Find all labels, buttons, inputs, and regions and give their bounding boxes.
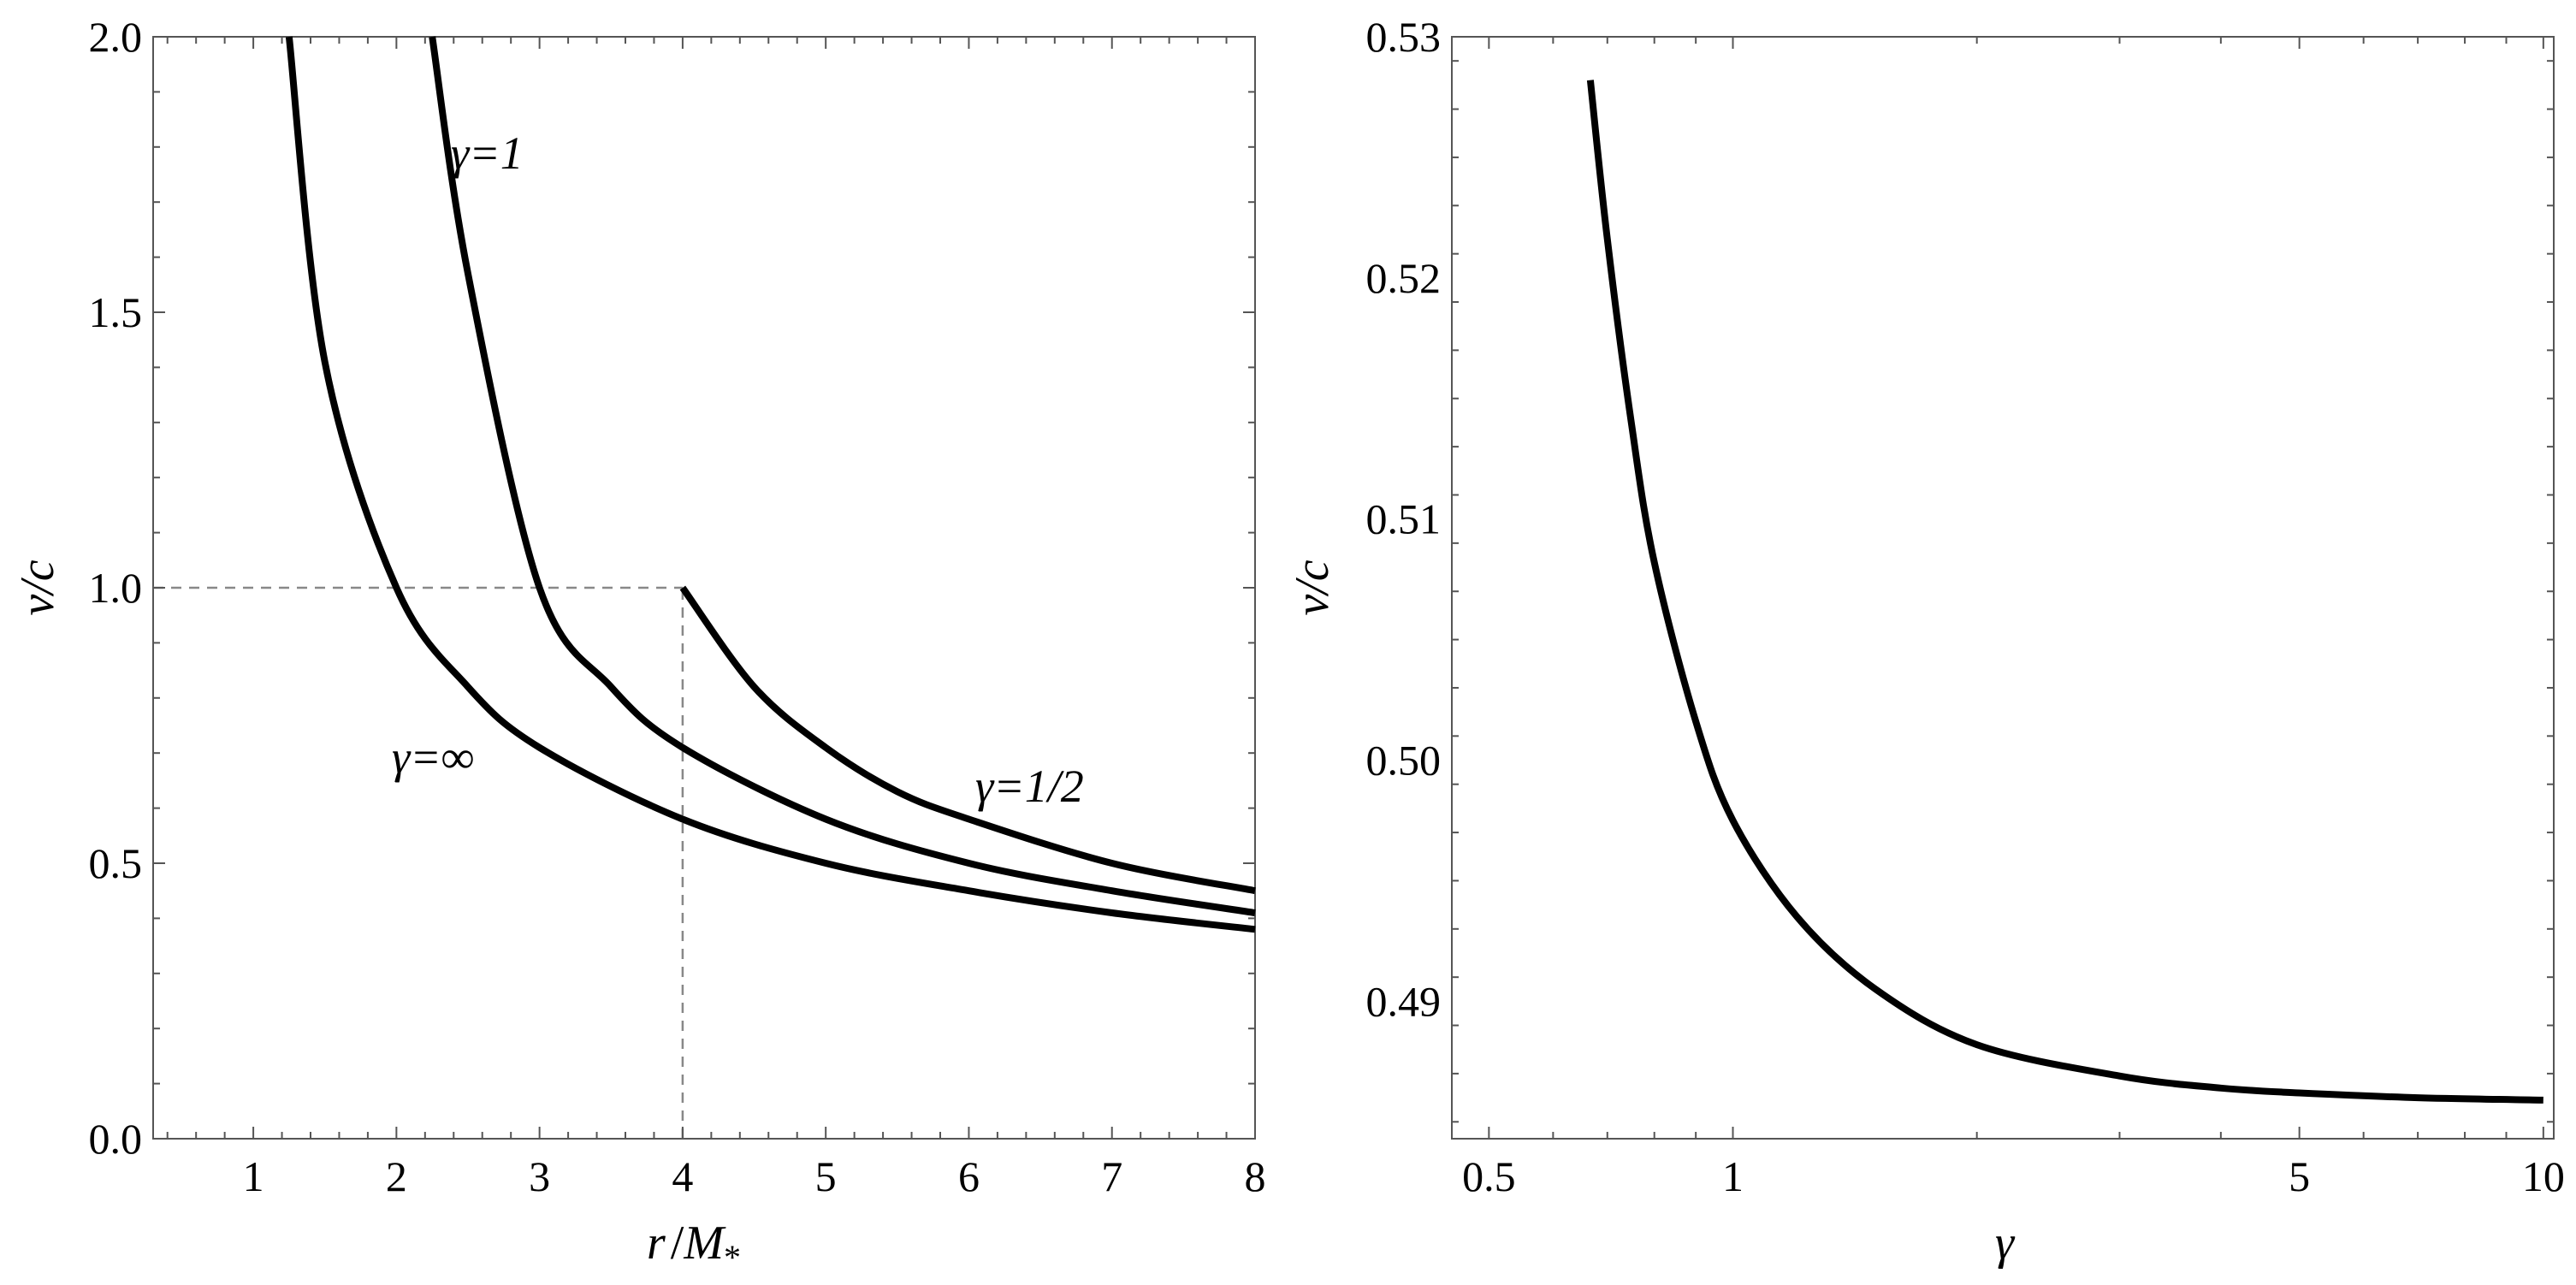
right-series-group — [1586, 80, 2543, 1104]
x-tick-label-5: 5 — [815, 1152, 837, 1200]
slash-symbol: / — [671, 1217, 684, 1270]
annotation-gamma-infinity: γ=∞ — [392, 731, 474, 783]
series-line-v-over-c-vs-gamma — [1586, 80, 2543, 1104]
annotation-gamma-half: γ=1/2 — [975, 761, 1084, 812]
x-tick-label-3: 3 — [529, 1152, 550, 1200]
series-line-1-2 — [679, 585, 1256, 895]
x-tick-label-6: 6 — [958, 1152, 980, 1200]
x-tick-label-4: 4 — [672, 1152, 693, 1200]
right-chart-panel: 0.5 1 5 100.490.500.510.520.53 γ v/c — [1286, 13, 2565, 1270]
y-tick-label-1-0: 1.0 — [89, 564, 143, 612]
left-tick-labels: 1 2 3 4 5 6 7 8 0.0 0.5 1.0 1.5 2.0 — [89, 13, 1266, 1200]
y-tick-label-0-0: 0.0 — [89, 1115, 143, 1163]
x-tick-label-8: 8 — [1245, 1152, 1266, 1200]
y-tick-label-1-5: 1.5 — [89, 288, 143, 336]
m-subscript: * — [724, 1238, 741, 1276]
left-series-group — [285, 36, 1256, 933]
right-plot-frame — [1451, 36, 2555, 1140]
x-tick-label-10: 10 — [2522, 1152, 2565, 1200]
m-symbol: M — [683, 1217, 726, 1270]
x-tick-label-2: 2 — [386, 1152, 407, 1200]
left-y-axis-label: v/c — [11, 560, 64, 615]
x-tick-label-1: 1 — [243, 1152, 264, 1200]
series-line-item-0 — [285, 36, 1256, 933]
y-tick-label-0-51: 0.51 — [1366, 495, 1442, 543]
x-tick-label-0-5: 0.5 — [1462, 1152, 1516, 1200]
x-tick-label-1: 1 — [1722, 1152, 1744, 1200]
left-axis-ticks — [153, 36, 1256, 1140]
y-tick-label-0-5: 0.5 — [89, 839, 143, 887]
left-x-axis-label: r/M* — [647, 1217, 741, 1276]
y-tick-label-0-53: 0.53 — [1366, 13, 1442, 61]
right-y-axis-label: v/c — [1286, 560, 1339, 615]
y-tick-label-2-0: 2.0 — [89, 13, 143, 61]
left-chart-panel: 1 2 3 4 5 6 7 8 0.0 0.5 1.0 1.5 2.0 γ=1 γ=∞ γ=1/2 r /… — [11, 13, 1266, 1276]
right-x-axis-label: γ — [1995, 1217, 2016, 1270]
r-symbol: r — [647, 1217, 666, 1270]
y-tick-label-0-52: 0.52 — [1366, 254, 1442, 302]
x-tick-label-7: 7 — [1101, 1152, 1122, 1200]
y-tick-label-0-50: 0.50 — [1366, 737, 1442, 785]
y-tick-label-0-49: 0.49 — [1366, 977, 1442, 1025]
series-line-1 — [429, 36, 1256, 916]
right-axis-ticks — [1452, 37, 2554, 1139]
annotation-gamma-1: γ=1 — [451, 127, 524, 179]
right-tick-labels: 0.5 1 5 100.490.500.510.520.53 — [1366, 13, 2565, 1200]
x-tick-label-5: 5 — [2289, 1152, 2310, 1200]
left-reference-lines — [153, 586, 684, 1139]
